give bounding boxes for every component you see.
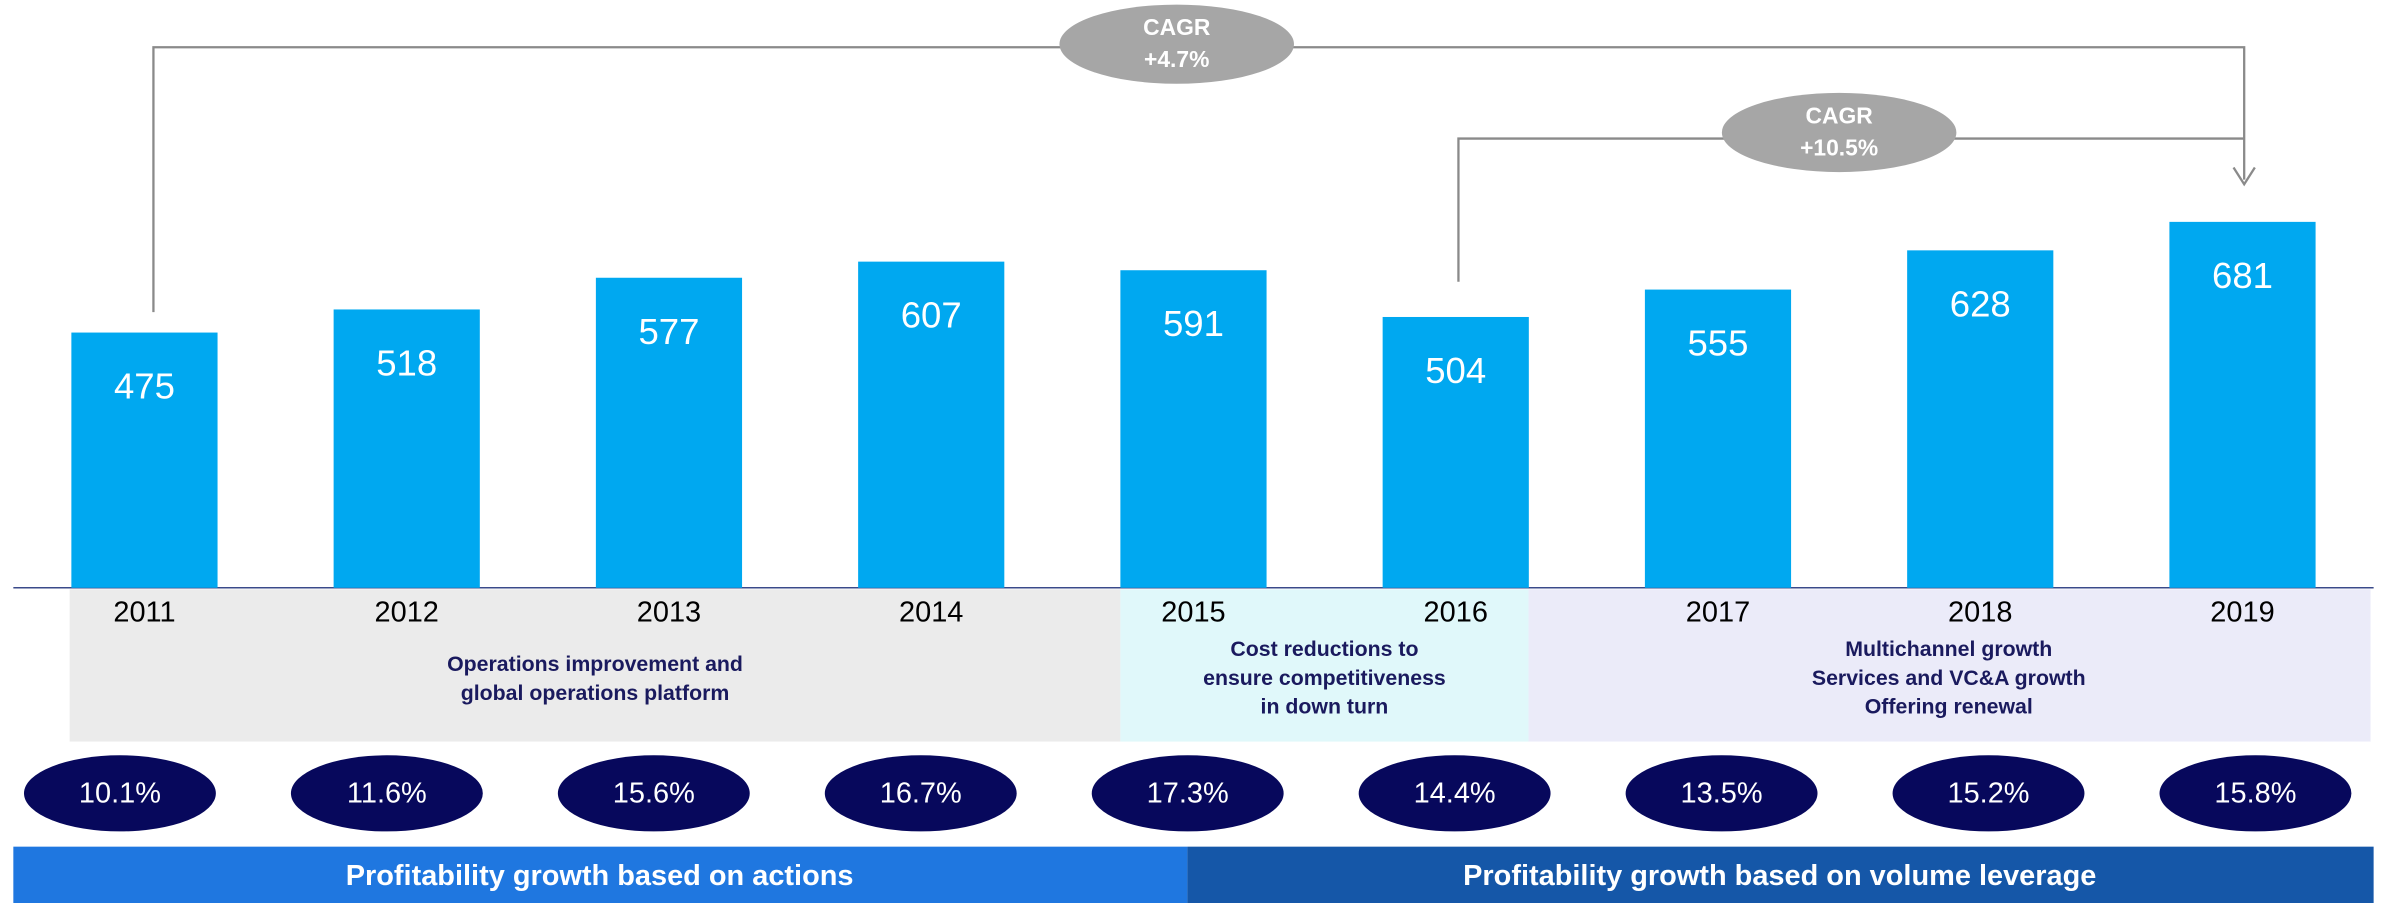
x-tick-label: 2015	[1161, 596, 1225, 628]
margin-bubble	[557, 755, 750, 832]
margin-label: 17.3%	[1147, 778, 1229, 810]
bar-value-label: 681	[2212, 255, 2273, 296]
x-tick-label: 2013	[637, 596, 701, 628]
cagr-label: +10.5%	[1800, 134, 1878, 160]
margin-label: 15.8%	[2214, 778, 2296, 810]
margin-bubble	[2159, 755, 2352, 832]
phase-label: in down turn	[1261, 695, 1389, 719]
phase-label: Multichannel growth	[1845, 637, 2052, 661]
bar	[1644, 289, 1792, 588]
bar	[595, 277, 743, 588]
x-tick-label: 2017	[1686, 596, 1750, 628]
bar	[2169, 221, 2316, 588]
bar	[1382, 316, 1529, 588]
footer-label: Profitability growth based on actions	[346, 860, 854, 892]
margin-label: 13.5%	[1681, 778, 1763, 810]
phase-label: Services and VC&A growth	[1812, 666, 2086, 690]
cagr-bubble	[1059, 4, 1294, 84]
bar-value-label: 628	[1950, 283, 2011, 324]
margin-bubble	[824, 755, 1017, 832]
phase-label: Cost reductions to	[1230, 637, 1418, 661]
bar-value-label: 555	[1688, 323, 1749, 364]
bar-value-label: 504	[1425, 350, 1486, 391]
bar	[858, 261, 1005, 588]
phase-bg	[69, 589, 1121, 742]
margin-label: 14.4%	[1414, 778, 1496, 810]
bar-value-label: 591	[1163, 303, 1224, 344]
bar-value-label: 577	[638, 311, 699, 352]
margin-label: 15.2%	[1948, 778, 2030, 810]
bar	[1907, 250, 2054, 588]
cagr-label: +4.7%	[1144, 46, 1209, 72]
x-tick-label: 2014	[899, 596, 963, 628]
margin-bubble	[290, 755, 483, 832]
margin-bubble	[1892, 755, 2085, 832]
cagr-label: CAGR	[1806, 102, 1874, 128]
phase-label: Offering renewal	[1865, 695, 2033, 719]
x-tick-label: 2016	[1424, 596, 1488, 628]
phase-label: Operations improvement and	[447, 652, 743, 676]
margin-label: 15.6%	[613, 778, 695, 810]
margin-bubble	[1091, 755, 1284, 832]
footer-band	[1187, 846, 2374, 903]
margin-label: 10.1%	[79, 778, 161, 810]
phase-label: ensure competitiveness	[1203, 666, 1446, 690]
bar	[333, 309, 480, 588]
cagr-bubble	[1721, 92, 1957, 173]
bar	[1120, 270, 1267, 588]
x-tick-label: 2018	[1948, 596, 2012, 628]
cagr-label: CAGR	[1143, 14, 1211, 40]
arrow-head	[2232, 166, 2256, 187]
footer-band	[13, 846, 1188, 903]
margin-bubble	[1358, 755, 1551, 832]
bar-value-label: 518	[376, 342, 437, 383]
x-tick-label: 2019	[2210, 596, 2274, 628]
margin-label: 16.7%	[880, 778, 962, 810]
footer-label: Profitability growth based on volume lev…	[1463, 860, 2096, 892]
bar-value-label: 607	[901, 295, 962, 336]
phase-bg	[1528, 589, 2371, 742]
margin-label: 11.6%	[347, 778, 427, 810]
x-tick-label: 2011	[113, 596, 175, 628]
margin-bubble	[1625, 755, 1818, 832]
margin-bubble	[23, 755, 216, 832]
bar-value-label: 475	[114, 366, 175, 407]
phase-bg	[1120, 589, 1529, 742]
phase-label: global operations platform	[461, 681, 730, 705]
x-tick-label: 2012	[375, 596, 439, 628]
cagr-connector	[1457, 137, 2245, 282]
bar	[71, 332, 218, 588]
